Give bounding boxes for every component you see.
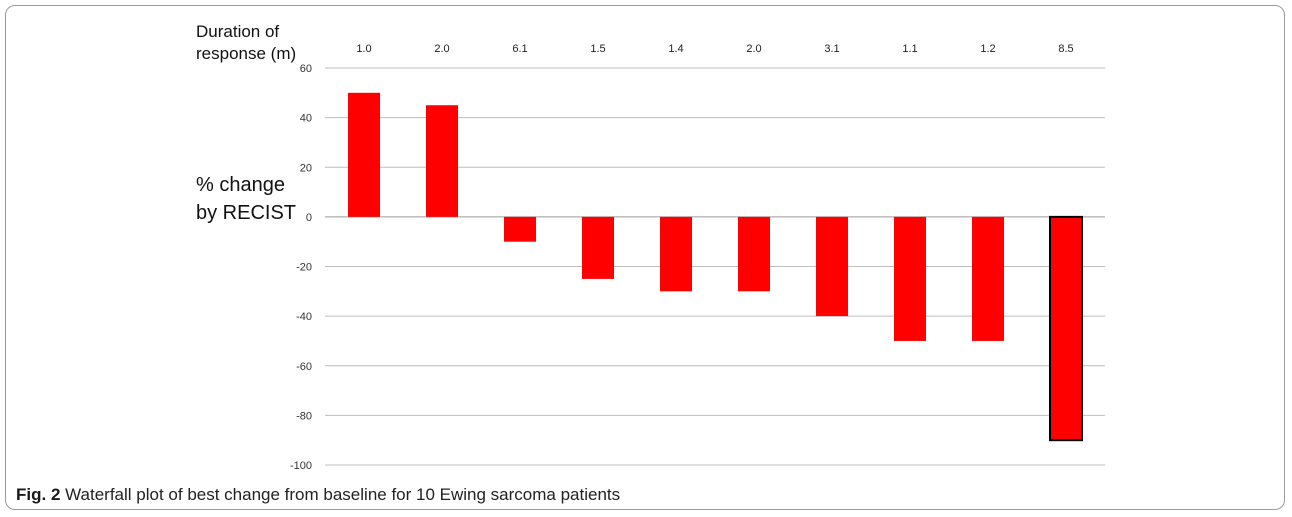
y-tick-label: -100 (290, 460, 312, 472)
y-tick-label: -60 (296, 361, 312, 373)
bar (660, 217, 692, 291)
duration-label: 1.0 (356, 43, 371, 55)
y-axis-label-line2: by RECIST (196, 202, 296, 224)
bar (504, 217, 536, 242)
bar (972, 217, 1004, 341)
duration-label: 1.1 (902, 43, 917, 55)
y-axis-label-line1: % change (196, 174, 285, 196)
duration-label: 8.5 (1058, 43, 1073, 55)
caption-label: Fig. 2 (16, 485, 60, 504)
duration-label: 2.0 (746, 43, 761, 55)
y-tick-label: 60 (300, 63, 312, 75)
y-tick-label: 0 (306, 212, 312, 224)
caption-text: Waterfall plot of best change from basel… (60, 485, 620, 504)
y-tick-label: 20 (300, 162, 312, 174)
bar (738, 217, 770, 291)
y-tick-label: 40 (300, 113, 312, 125)
duration-label: 2.0 (434, 43, 449, 55)
duration-labels: 1.0 2.0 6.1 1.5 1.4 2.0 3.1 1.1 1.2 8.5 (356, 43, 1073, 55)
figure-caption: Fig. 2 Waterfall plot of best change fro… (16, 485, 620, 505)
bar (816, 217, 848, 316)
y-tick-labels: 60 40 20 0 -20 -40 -60 -80 -100 (290, 63, 312, 472)
y-tick-label: -80 (296, 410, 312, 422)
duration-label: 1.4 (668, 43, 683, 55)
duration-label: 3.1 (824, 43, 839, 55)
duration-label: 1.5 (590, 43, 605, 55)
y-tick-label: -20 (296, 262, 312, 274)
bar (348, 93, 380, 217)
waterfall-chart: 60 40 20 0 -20 -40 -60 -80 -100 1.0 2.0 6.1 1.5 1.4 2… (0, 0, 1292, 480)
duration-title-line2: response (m) (196, 44, 296, 63)
duration-title-line1: Duration of (196, 22, 279, 41)
bar (426, 105, 458, 217)
duration-label: 6.1 (512, 43, 527, 55)
y-tick-label: -40 (296, 311, 312, 323)
bar (1050, 217, 1082, 440)
bar (894, 217, 926, 341)
bar (582, 217, 614, 279)
duration-label: 1.2 (980, 43, 995, 55)
